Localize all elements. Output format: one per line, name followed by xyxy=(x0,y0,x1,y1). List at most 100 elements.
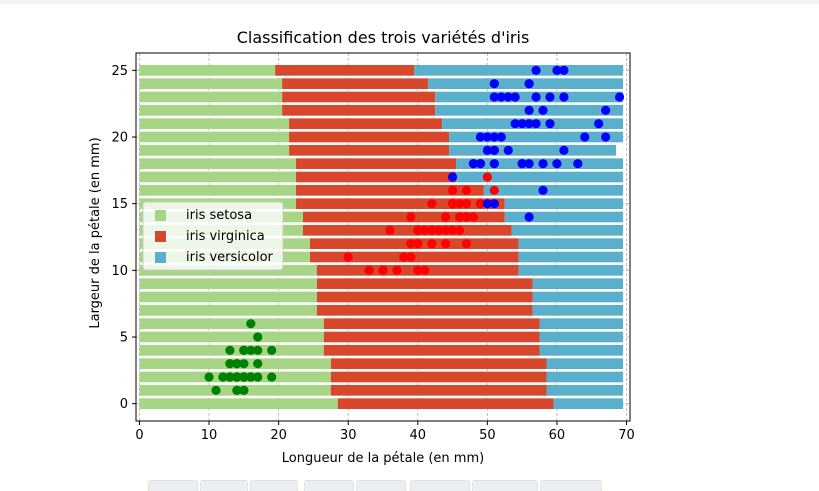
point-versicolor xyxy=(538,185,548,195)
point-virginica xyxy=(378,265,388,275)
point-versicolor xyxy=(524,159,534,169)
point-versicolor xyxy=(552,159,562,169)
point-setosa xyxy=(253,359,263,369)
toolbar-back-button[interactable] xyxy=(200,480,248,491)
point-virginica xyxy=(441,212,451,222)
point-setosa xyxy=(267,372,277,382)
point-virginica xyxy=(413,265,423,275)
point-virginica xyxy=(461,212,472,222)
legend-box xyxy=(142,201,284,271)
point-versicolor xyxy=(475,132,486,142)
toolbar-save-button[interactable] xyxy=(540,480,602,491)
point-virginica xyxy=(482,172,492,182)
point-versicolor xyxy=(531,119,541,129)
point-setosa xyxy=(239,372,249,382)
bar-versicolor xyxy=(532,305,624,316)
bar-virginica xyxy=(296,171,457,183)
point-versicolor xyxy=(482,199,492,209)
point-virginica xyxy=(427,239,437,249)
x-tick-label: 30 xyxy=(340,428,357,443)
point-virginica xyxy=(413,225,423,235)
point-versicolor xyxy=(531,65,541,75)
point-setosa xyxy=(225,359,235,369)
point-versicolor xyxy=(524,119,534,129)
point-versicolor xyxy=(489,159,499,169)
bar-virginica xyxy=(323,318,540,329)
y-tick-label: 25 xyxy=(111,64,128,79)
bar-versicolor xyxy=(483,185,624,196)
bar-virginica xyxy=(282,78,429,89)
point-setosa xyxy=(253,332,263,342)
point-setosa xyxy=(267,345,277,355)
bar-versicolor xyxy=(504,211,624,223)
point-setosa xyxy=(246,319,256,329)
bar-setosa xyxy=(139,118,290,129)
bar-virginica xyxy=(289,118,443,129)
toolbar-pan-button[interactable] xyxy=(304,480,354,491)
point-setosa xyxy=(239,385,249,395)
bar-versicolor xyxy=(518,238,624,249)
point-virginica xyxy=(406,212,416,222)
point-versicolor xyxy=(510,119,520,129)
point-virginica xyxy=(468,212,479,222)
point-virginica xyxy=(399,252,409,262)
point-virginica xyxy=(427,199,437,209)
point-versicolor xyxy=(489,92,499,102)
toolbar-edit-button[interactable] xyxy=(472,480,538,491)
point-virginica xyxy=(454,225,465,235)
point-versicolor xyxy=(580,132,590,142)
point-versicolor xyxy=(510,92,520,102)
point-versicolor xyxy=(517,159,527,169)
scatter-points xyxy=(204,65,625,395)
y-tick-label: 5 xyxy=(120,331,128,346)
point-versicolor xyxy=(552,65,562,75)
point-setosa xyxy=(246,345,256,355)
point-versicolor xyxy=(489,199,499,209)
point-versicolor xyxy=(503,145,513,155)
point-virginica xyxy=(454,212,465,222)
bar-setosa xyxy=(139,158,297,169)
point-virginica xyxy=(447,225,458,235)
point-setosa xyxy=(218,372,228,382)
point-versicolor xyxy=(531,92,541,102)
toolbar-configure-button[interactable] xyxy=(410,480,470,491)
bar-virginica xyxy=(330,371,547,383)
bar-versicolor xyxy=(449,131,624,143)
bar-versicolor xyxy=(539,331,624,343)
point-setosa xyxy=(253,372,263,382)
bar-virginica xyxy=(289,145,450,156)
toolbar-forward-button[interactable] xyxy=(250,480,298,491)
point-virginica xyxy=(392,265,402,275)
bar-virginica xyxy=(282,91,436,103)
x-tick-label: 0 xyxy=(135,428,143,443)
bar-versicolor xyxy=(435,91,624,103)
toolbar-home-button[interactable] xyxy=(148,480,198,491)
x-axis-label: Longueur de la pétale (en mm) xyxy=(282,451,484,466)
toolbar-zoom-button[interactable] xyxy=(356,480,406,491)
point-setosa xyxy=(225,345,235,355)
point-versicolor xyxy=(601,132,611,142)
bar-versicolor xyxy=(518,251,624,263)
bar-versicolor xyxy=(553,398,624,409)
bar-versicolor xyxy=(532,278,624,289)
bar-virginica xyxy=(289,131,450,143)
legend-swatch-versicolor xyxy=(155,252,166,263)
bar-virginica xyxy=(323,345,540,356)
plot-frame xyxy=(135,52,631,422)
point-virginica xyxy=(475,199,486,209)
point-virginica xyxy=(427,225,437,235)
bar-setosa xyxy=(139,78,283,89)
bar-virginica xyxy=(302,211,505,223)
point-versicolor xyxy=(524,105,534,115)
bar-setosa xyxy=(139,398,338,409)
point-versicolor xyxy=(489,145,499,155)
point-versicolor xyxy=(601,105,611,115)
bar-setosa xyxy=(139,171,297,183)
point-setosa xyxy=(239,359,249,369)
point-virginica xyxy=(461,239,472,249)
point-setosa xyxy=(246,372,256,382)
point-setosa xyxy=(239,345,249,355)
point-setosa xyxy=(232,359,242,369)
bar-virginica xyxy=(323,331,540,343)
